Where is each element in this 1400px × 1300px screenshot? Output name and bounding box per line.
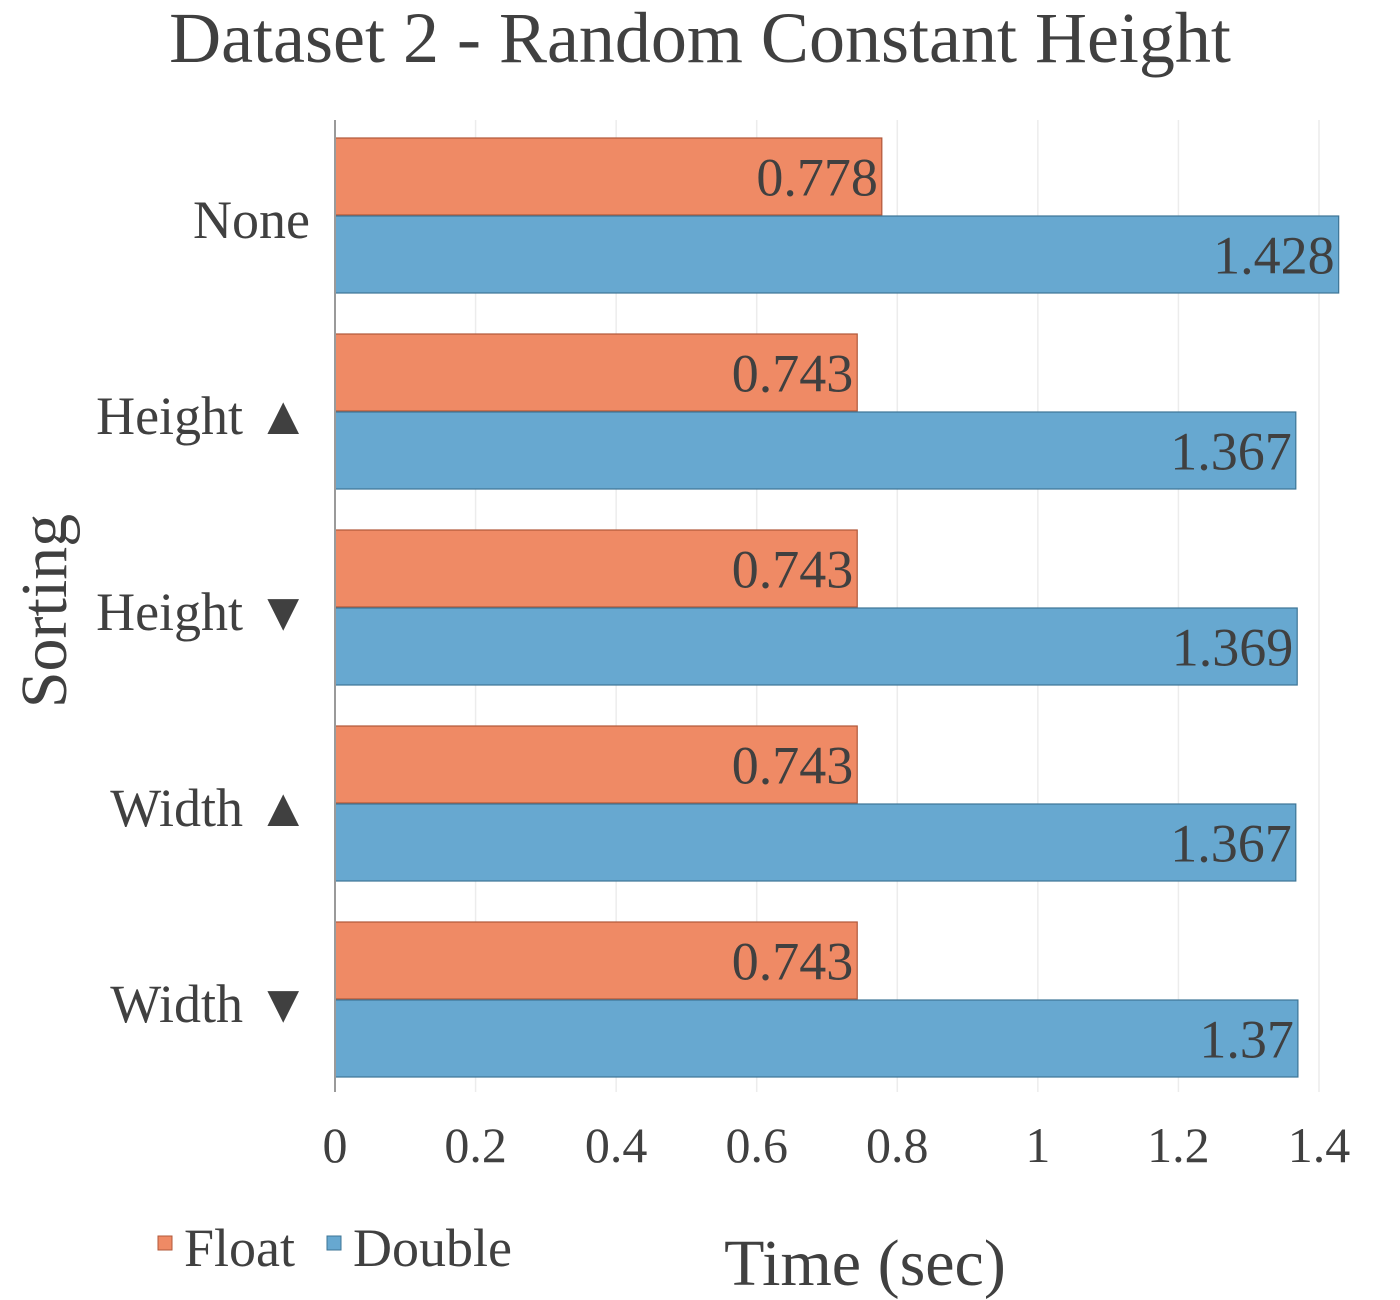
- bar-double: [334, 803, 1297, 882]
- y-axis-title: Sorting: [8, 514, 81, 708]
- legend-swatch-double: [326, 1235, 342, 1251]
- x-tick-labels: 0 0.2 0.4 0.6 0.8 1 1.2 1.4: [323, 1117, 1351, 1173]
- bars: [334, 137, 1340, 1078]
- chart-title: Dataset 2 - Random Constant Height: [169, 0, 1231, 78]
- category-label: None: [193, 190, 310, 250]
- data-label-float: 0.743: [732, 932, 854, 992]
- data-label-float: 0.743: [732, 540, 854, 600]
- bar-double: [334, 411, 1297, 490]
- x-tick-label: 0.4: [585, 1117, 648, 1173]
- x-tick-label: 0: [323, 1117, 348, 1173]
- x-tick-label: 0.8: [866, 1117, 929, 1173]
- bar-double: [334, 215, 1340, 294]
- bar-float: [334, 333, 858, 412]
- data-label-double: 1.367: [1170, 422, 1292, 482]
- data-label-float: 0.778: [756, 148, 878, 208]
- data-label-double: 1.37: [1199, 1010, 1294, 1070]
- x-tick-label: 0.6: [725, 1117, 788, 1173]
- bar-double: [334, 999, 1299, 1078]
- category-labels: None Height ▲ Height ▼ Width ▲ Width ▼: [96, 190, 310, 1034]
- data-label-double: 1.369: [1172, 618, 1294, 678]
- data-label-double: 1.428: [1213, 226, 1335, 286]
- x-tick-label: 1: [1025, 1117, 1050, 1173]
- category-label: Width ▼: [110, 974, 310, 1034]
- bar-float: [334, 725, 858, 804]
- legend-label-double: Double: [353, 1218, 512, 1278]
- data-label-double: 1.367: [1170, 814, 1292, 874]
- data-label-float: 0.743: [732, 736, 854, 796]
- data-label-float: 0.743: [732, 344, 854, 404]
- legend: Float Double: [157, 1218, 512, 1278]
- bar-double: [334, 607, 1298, 686]
- legend-swatch-float: [157, 1235, 173, 1251]
- category-label: Width ▲: [110, 778, 310, 838]
- category-label: Height ▼: [96, 582, 310, 642]
- x-tick-label: 0.2: [444, 1117, 507, 1173]
- x-axis-title: Time (sec): [724, 1227, 1006, 1300]
- x-tick-label: 1.4: [1288, 1117, 1351, 1173]
- legend-label-float: Float: [184, 1218, 295, 1278]
- x-tick-label: 1.2: [1147, 1117, 1210, 1173]
- category-label: Height ▲: [96, 386, 310, 446]
- value-labels: 0.778 1.428 0.743 1.367 0.743 1.369 0.743 1.367…: [732, 148, 1335, 1070]
- bar-float: [334, 529, 858, 608]
